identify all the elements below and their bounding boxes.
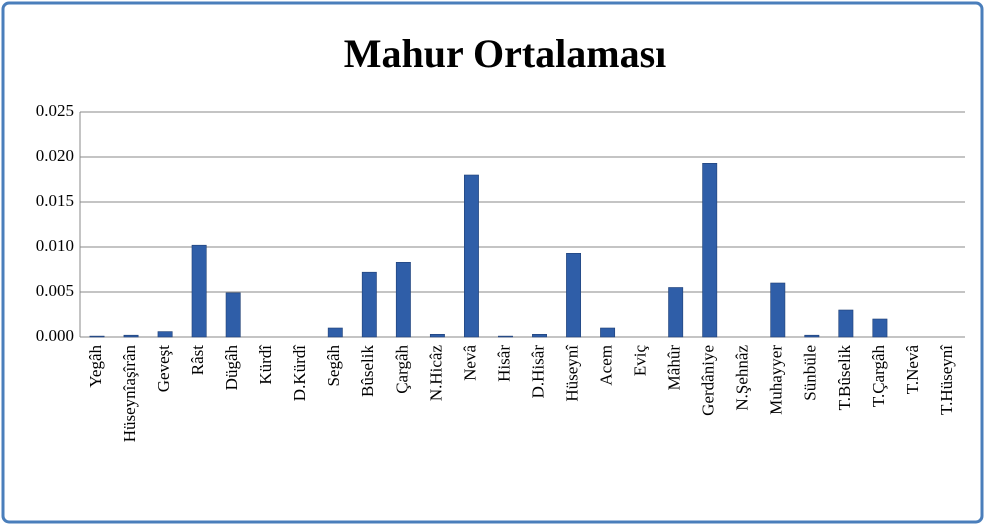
x-tick-label: Mâhûr <box>665 345 684 391</box>
bar <box>532 333 547 338</box>
x-tick-label: Geveşt <box>154 345 173 392</box>
x-tick-label: Hüseynîaşîrân <box>120 345 139 443</box>
x-tick-label: Sünbüle <box>801 345 820 401</box>
x-tick-label: Çargâh <box>392 345 411 394</box>
x-tick-label: Râst <box>188 345 207 376</box>
bar <box>668 287 684 338</box>
bar <box>429 333 445 338</box>
x-tick-label: Eviç <box>631 345 650 377</box>
x-tick-label: Yegâh <box>86 345 105 388</box>
bar <box>327 327 343 338</box>
x-tick-label: T.Çargâh <box>869 345 888 408</box>
x-tick-label: Bûselik <box>358 345 377 397</box>
bar <box>89 335 105 338</box>
x-tick-label: N.Hicâz <box>426 345 445 402</box>
bar <box>600 327 616 338</box>
chart-title: Mahur Ortalaması <box>344 31 667 76</box>
bar <box>191 244 207 338</box>
y-tick-label: 0.015 <box>36 191 74 210</box>
x-tick-label: Hisâr <box>494 345 513 382</box>
bar <box>804 334 820 338</box>
x-tick-label: Dügâh <box>222 345 241 391</box>
x-tick-label: Muhayyer <box>767 345 786 415</box>
x-tick-label: Nevâ <box>460 345 479 381</box>
y-tick-label: 0.010 <box>36 236 74 255</box>
bar <box>770 282 786 338</box>
x-tick-label: D.Hisâr <box>528 345 547 399</box>
x-tick-label: Kürdî <box>256 344 275 385</box>
x-tick-label: Segâh <box>324 345 343 387</box>
x-tick-label: T.Nevâ <box>903 345 922 395</box>
bar <box>566 253 582 338</box>
x-tick-label: T.Bûselik <box>835 345 854 411</box>
bar <box>361 271 377 338</box>
x-tick-label: Hüseynî <box>562 344 581 402</box>
bar <box>872 318 888 338</box>
bar <box>123 334 139 338</box>
x-tick-label: Gerdâniye <box>699 345 718 416</box>
y-tick-label: 0.000 <box>36 326 74 345</box>
x-tick-label: T.Hüseynî <box>937 344 956 415</box>
bar <box>498 335 513 338</box>
bar <box>838 309 854 338</box>
bar <box>157 331 173 338</box>
bar <box>225 292 241 338</box>
bar <box>702 163 718 338</box>
x-tick-label: D.Kürdî <box>290 344 309 401</box>
y-tick-label: 0.025 <box>36 101 74 120</box>
x-tick-label: N.Şehnâz <box>733 345 752 411</box>
x-tick-label: Acem <box>597 345 616 386</box>
bar <box>395 261 411 338</box>
bar <box>463 174 479 338</box>
y-tick-label: 0.005 <box>36 281 74 300</box>
y-tick-label: 0.020 <box>36 146 74 165</box>
